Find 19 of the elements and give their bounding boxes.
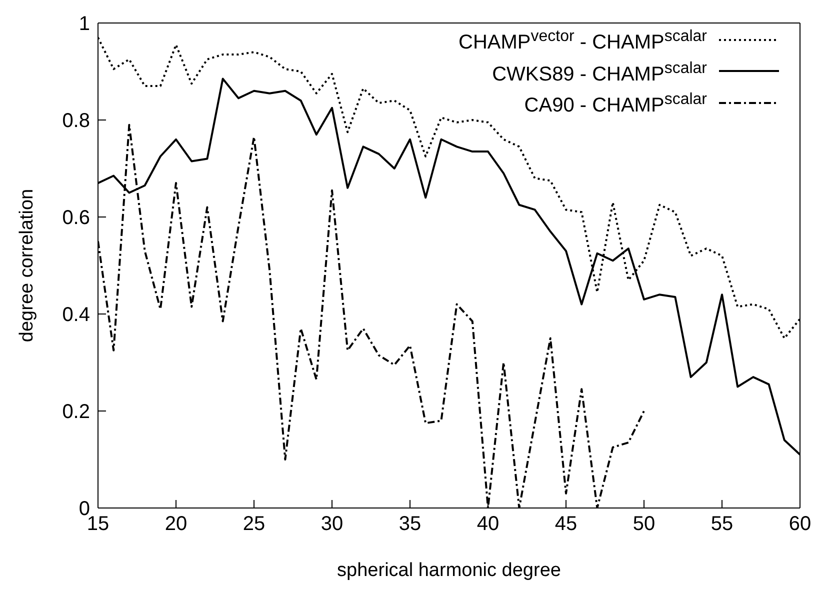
x-tick-label: 20 [164, 513, 188, 536]
y-tick-label: 0.8 [62, 110, 90, 132]
x-tick-label: 25 [242, 513, 266, 536]
legend-label: CHAMP$^{vector}$ - CHAMP$^{scalar}$ [458, 28, 707, 54]
y-axis-title: degree correlation [16, 188, 38, 342]
legend-label: CA90 - CHAMP$^{scalar}$ [524, 91, 707, 117]
x-tick-label: 50 [632, 513, 656, 536]
x-axis-title: spherical harmonic degree [337, 560, 561, 581]
legend-label: CWKS89 - CHAMP$^{scalar}$ [492, 60, 707, 86]
x-tick-label: 40 [476, 513, 500, 536]
y-tick-label: 1 [78, 13, 90, 36]
x-tick-label: 55 [710, 513, 734, 536]
y-tick-label: 0.6 [62, 207, 90, 230]
y-tick-label: 0.2 [62, 401, 90, 424]
x-tick-label: 35 [398, 513, 422, 536]
y-tick-label: 0.4 [62, 304, 90, 326]
x-tick-label: 30 [320, 513, 344, 536]
x-tick-label: 45 [554, 513, 578, 536]
x-tick-label: 60 [788, 513, 812, 536]
